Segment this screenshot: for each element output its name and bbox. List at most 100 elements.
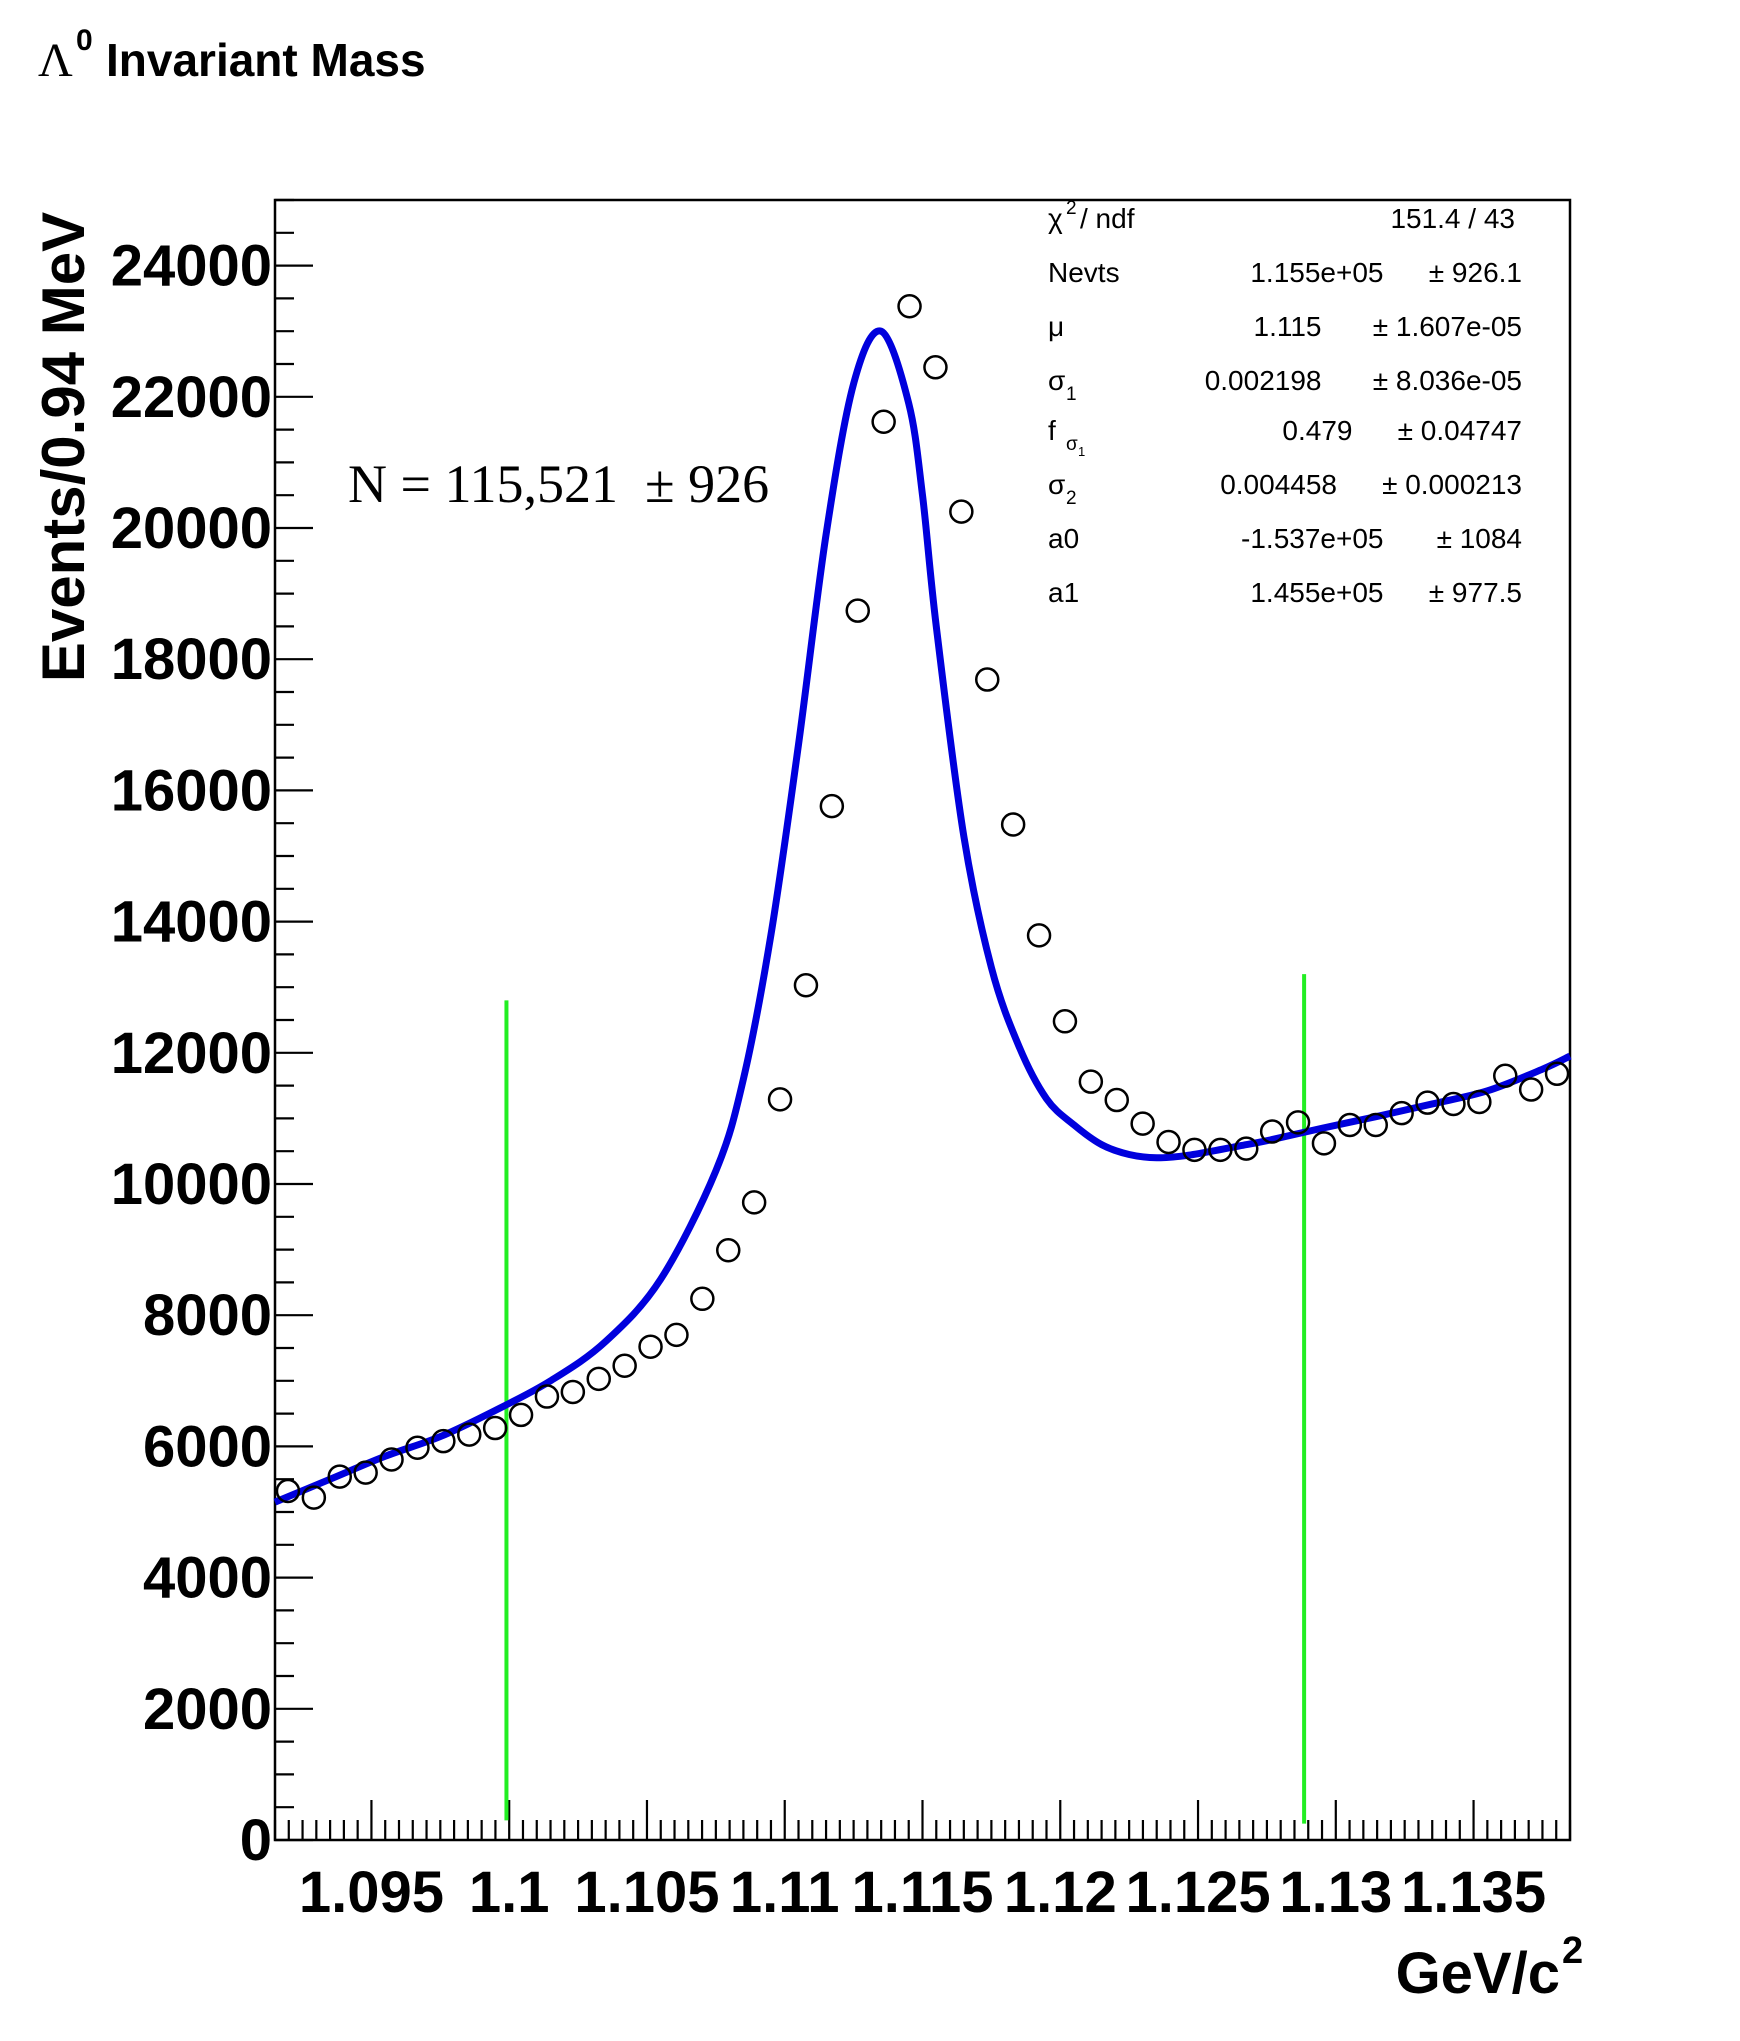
y-tick-label: 24000 <box>111 234 272 299</box>
data-point <box>405 1435 430 1460</box>
stats-value: -1.537e+05 <box>1241 523 1383 554</box>
stats-label: f <box>1048 415 1056 446</box>
data-point <box>975 667 1000 692</box>
data-point <box>1078 1069 1104 1094</box>
x-tick-label: 1.135 <box>1401 1860 1546 1925</box>
stats-value: 151.4 / 43 <box>1390 203 1515 234</box>
stats-label-rest: / ndf <box>1080 203 1135 234</box>
y-tick-labels: 0 2000 4000 6000 8000 10000 12000 14000 16000 180… <box>111 234 272 1873</box>
y-tick-label: 18000 <box>111 627 272 692</box>
stats-row: a0 ± 1084 -1.537e+05 <box>1048 523 1522 554</box>
x-tick-label: 1.1 <box>469 1860 550 1925</box>
stats-label: Nevts <box>1048 257 1120 288</box>
stats-label: a1 <box>1048 577 1079 608</box>
data-point <box>1026 923 1052 948</box>
stats-row: f σ 1 ± 0.04747 0.479 <box>1048 415 1522 459</box>
data-point <box>741 1190 767 1215</box>
stats-value: 0.004458 <box>1220 469 1337 500</box>
data-point <box>301 1485 327 1510</box>
data-point <box>690 1286 715 1312</box>
x-axis-label-text: GeV/c <box>1396 1941 1560 2006</box>
data-point <box>819 793 845 819</box>
y-tick-label: 8000 <box>143 1283 272 1348</box>
data-point <box>612 1353 637 1378</box>
y-tick-label: 4000 <box>143 1546 272 1611</box>
data-point <box>1052 1009 1078 1034</box>
x-axis-label-superscript: 2 <box>1562 1930 1583 1972</box>
data-point <box>767 1087 793 1112</box>
stats-value: 0.479 <box>1282 415 1352 446</box>
data-point <box>1104 1087 1129 1113</box>
stats-label-sup: 2 <box>1066 198 1077 219</box>
x-tick-label: 1.12 <box>1004 1860 1117 1925</box>
data-point <box>871 409 896 434</box>
y-tick-label: 20000 <box>111 496 272 561</box>
stats-row: a1 ± 977.5 1.455e+05 <box>1048 577 1522 608</box>
data-point <box>379 1447 404 1472</box>
data-point <box>1182 1137 1207 1163</box>
data-points <box>275 294 1570 1510</box>
data-point <box>897 294 922 319</box>
y-axis-label: Events/0.94 MeV <box>30 212 97 682</box>
chart-title: Invariant Mass <box>106 34 426 86</box>
data-point <box>664 1322 689 1348</box>
stats-label-sub: 1 <box>1066 384 1077 405</box>
data-point <box>1234 1136 1259 1161</box>
data-point <box>1544 1061 1570 1087</box>
stats-label: σ <box>1048 365 1065 396</box>
x-axis-label: GeV/c 2 <box>1396 1930 1584 2006</box>
data-point <box>1441 1091 1466 1117</box>
y-tick-label: 0 <box>240 1808 272 1873</box>
y-tick-label: 2000 <box>143 1677 272 1742</box>
data-point <box>353 1460 378 1485</box>
axis-ticks <box>273 198 1572 1842</box>
x-tick-label: 1.11 <box>730 1860 840 1925</box>
yield-annotation: N = 115,521 ± 926 <box>348 454 769 514</box>
data-point <box>638 1334 663 1359</box>
stats-label-sub: σ <box>1066 434 1078 455</box>
data-point <box>1156 1129 1181 1155</box>
stats-value: 0.002198 <box>1205 365 1322 396</box>
chart-title-symbol: Λ <box>38 34 73 87</box>
stats-error: ± 977.5 <box>1429 577 1522 608</box>
x-tick-labels: 1.095 1.1 1.105 1.11 1.115 1.12 1.125 1.13 1.135 <box>299 1860 1546 1925</box>
data-point <box>1130 1111 1155 1136</box>
data-point <box>716 1238 741 1263</box>
data-point <box>793 972 819 998</box>
data-point <box>275 1478 301 1504</box>
data-point <box>1000 812 1026 837</box>
plot-frame <box>273 198 1572 1842</box>
fit-curve <box>273 327 1572 1506</box>
stats-value: 1.455e+05 <box>1250 577 1383 608</box>
data-point <box>327 1464 352 1489</box>
stats-error: ± 0.000213 <box>1382 469 1522 500</box>
data-point <box>1337 1112 1363 1138</box>
data-point <box>1259 1119 1285 1144</box>
data-point <box>1285 1110 1311 1135</box>
data-point <box>1493 1063 1518 1089</box>
x-tick-label: 1.13 <box>1279 1860 1392 1925</box>
data-point <box>508 1402 534 1428</box>
data-point <box>923 355 948 380</box>
stats-row: Nevts ± 926.1 1.155e+05 <box>1048 257 1522 288</box>
y-tick-label: 10000 <box>111 1152 272 1217</box>
stats-row: σ 1 ± 8.036e-05 0.002198 <box>1048 365 1522 405</box>
data-point <box>560 1379 586 1405</box>
stats-error: ± 926.1 <box>1429 257 1522 288</box>
y-tick-label: 16000 <box>111 758 272 823</box>
stats-row: μ ± 1.607e-05 1.115 <box>1048 311 1522 342</box>
x-tick-label: 1.095 <box>299 1860 444 1925</box>
data-point <box>1311 1131 1337 1156</box>
stats-value: 1.155e+05 <box>1250 257 1383 288</box>
data-point <box>1518 1077 1544 1102</box>
y-tick-label: 6000 <box>143 1414 272 1479</box>
data-point <box>586 1366 611 1392</box>
data-point <box>949 499 974 524</box>
stats-label-sub: 2 <box>1066 488 1077 509</box>
stats-label: μ <box>1048 311 1064 342</box>
stats-label: χ <box>1048 203 1063 234</box>
data-point <box>457 1422 482 1447</box>
